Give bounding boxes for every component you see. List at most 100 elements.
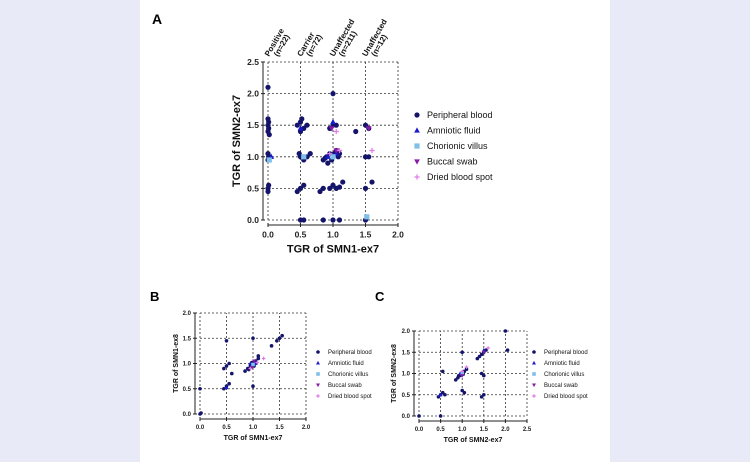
panel-c-xtick-label: 2.5 bbox=[523, 427, 532, 433]
panel-b-legend-marker bbox=[316, 383, 320, 388]
panel-c-legend-marker bbox=[532, 383, 536, 388]
panel-a-point bbox=[301, 182, 307, 188]
panel-c-point bbox=[417, 414, 421, 418]
panel-b-legend-marker bbox=[316, 350, 320, 354]
panel-a-point bbox=[297, 125, 304, 131]
panel-c-ytick-label: 1.0 bbox=[402, 372, 411, 378]
panel-c-point bbox=[464, 367, 469, 372]
panel-b-point bbox=[224, 385, 229, 390]
panel-a-legend-label: Chorionic villus bbox=[427, 141, 488, 151]
panel-b-x-axis-label: TGR of SMN1-ex7 bbox=[224, 435, 283, 442]
panel-a-point bbox=[366, 154, 372, 160]
panel-b-point bbox=[224, 338, 229, 343]
panel-c-point bbox=[438, 414, 443, 418]
panel-a-point bbox=[362, 185, 369, 191]
panel-a-legend-marker bbox=[414, 174, 420, 180]
panel-b-xtick-label: 1.5 bbox=[275, 425, 284, 431]
panel-a-point bbox=[336, 147, 343, 154]
panel-a-point bbox=[320, 185, 326, 191]
panel-a-point bbox=[330, 154, 336, 160]
panel-a-point bbox=[297, 185, 304, 191]
panel-b-point bbox=[275, 338, 279, 343]
panel-c-legend-label: Buccal swab bbox=[544, 383, 578, 389]
panel-a-point bbox=[330, 217, 336, 223]
panel-b-y-axis-label: TGR of SMN1-ex8 bbox=[173, 334, 180, 393]
panel-b-ytick-label: 1.5 bbox=[183, 336, 192, 342]
panel-c-point bbox=[438, 392, 443, 397]
panel-a-ytick-label: 1.0 bbox=[247, 152, 259, 162]
panel-c-legend-label: Amniotic fluid bbox=[544, 361, 580, 367]
panel-a-xtick-label: 1.0 bbox=[327, 230, 339, 240]
panel-a-ytick-label: 2.5 bbox=[247, 57, 259, 67]
panel-b-xtick-label: 1.0 bbox=[249, 425, 258, 431]
panel-a-xtick-label: 0.0 bbox=[262, 230, 274, 240]
panel-a-point bbox=[364, 214, 370, 220]
panel-b-point bbox=[230, 371, 234, 376]
panel-a-point bbox=[324, 153, 331, 159]
panel-c-x-axis-label: TGR of SMN2-ex7 bbox=[444, 437, 503, 444]
panel-c-point bbox=[503, 329, 508, 333]
panel-b-point bbox=[261, 356, 266, 361]
figure-panel bbox=[140, 0, 610, 462]
panel-b-point bbox=[227, 381, 231, 386]
panel-a-point bbox=[265, 188, 271, 195]
panel-b-point bbox=[251, 384, 255, 389]
panel-b-legend-label: Buccal swab bbox=[328, 383, 362, 389]
panel-b-point bbox=[280, 333, 284, 338]
panel-c-ytick-label: 0.5 bbox=[402, 393, 411, 399]
panel-c-legend-label: Dried blood spot bbox=[544, 394, 588, 400]
panel-b-legend-label: Peripheral blood bbox=[328, 350, 372, 356]
panel-c-point bbox=[460, 374, 465, 378]
panel-b-legend-label: Chorionic villus bbox=[328, 372, 368, 378]
panel-a-y-axis-label: TGR of SMN2-ex7 bbox=[231, 95, 243, 187]
panel-a-point bbox=[327, 185, 333, 191]
panel-b-point bbox=[222, 366, 226, 371]
panel-c-point bbox=[460, 369, 464, 374]
panel-a-point bbox=[333, 148, 340, 154]
panel-a-point bbox=[328, 126, 335, 132]
panel-a-point bbox=[325, 160, 331, 166]
panel-b-point bbox=[277, 336, 282, 341]
panel-c-xtick-label: 0.0 bbox=[415, 427, 424, 433]
panel-a-point bbox=[265, 84, 271, 90]
panel-c-point bbox=[460, 371, 464, 376]
panel-c-legend-label: Chorionic villus bbox=[544, 372, 584, 378]
panel-b-point bbox=[248, 366, 253, 371]
panel-a-point bbox=[304, 122, 310, 128]
panel-a-point bbox=[266, 182, 272, 188]
panel-c-legend-marker bbox=[532, 394, 536, 398]
panel-b-point bbox=[243, 369, 247, 373]
panel-b-point bbox=[227, 361, 231, 366]
panel-a-ytick-label: 0.0 bbox=[247, 215, 259, 225]
panel-b-point bbox=[269, 344, 274, 348]
panel-b-point bbox=[256, 356, 261, 361]
panel-b-point bbox=[251, 362, 255, 367]
panel-c-xtick-label: 1.5 bbox=[480, 427, 489, 433]
panel-b-point bbox=[198, 386, 202, 391]
panel-c-point bbox=[440, 369, 445, 374]
panel-a-point bbox=[340, 179, 346, 185]
panel-c-xtick-label: 2.0 bbox=[501, 427, 510, 433]
panel-a-point bbox=[294, 122, 300, 128]
panel-b-ytick-label: 0.5 bbox=[183, 387, 192, 393]
panel-a-point bbox=[327, 151, 333, 157]
panel-a-xtick-label: 2.0 bbox=[392, 230, 404, 240]
panel-c-point bbox=[486, 346, 490, 350]
panel-c-point bbox=[482, 373, 486, 378]
panel-a-point bbox=[320, 217, 326, 223]
panel-a-ytick-label: 1.5 bbox=[247, 120, 259, 130]
panel-a-label: A bbox=[152, 11, 162, 27]
panel-a-point bbox=[266, 132, 272, 138]
panel-a-legend-label: Amniotic fluid bbox=[427, 126, 481, 136]
panel-a-point bbox=[317, 188, 323, 195]
panel-a-legend-label: Dried blood spot bbox=[427, 172, 493, 182]
panel-b-point bbox=[224, 364, 229, 368]
panel-a-point bbox=[369, 179, 375, 185]
panel-b-xtick-label: 0.0 bbox=[196, 425, 205, 431]
panel-c-y-axis-label: TGR of SMN2-ex8 bbox=[391, 344, 398, 403]
panel-a-point bbox=[307, 151, 313, 157]
panel-b-point bbox=[251, 336, 255, 341]
panel-c-point bbox=[481, 347, 486, 352]
panel-b-point bbox=[256, 354, 261, 358]
panel-c-ytick-label: 2.0 bbox=[402, 329, 411, 335]
